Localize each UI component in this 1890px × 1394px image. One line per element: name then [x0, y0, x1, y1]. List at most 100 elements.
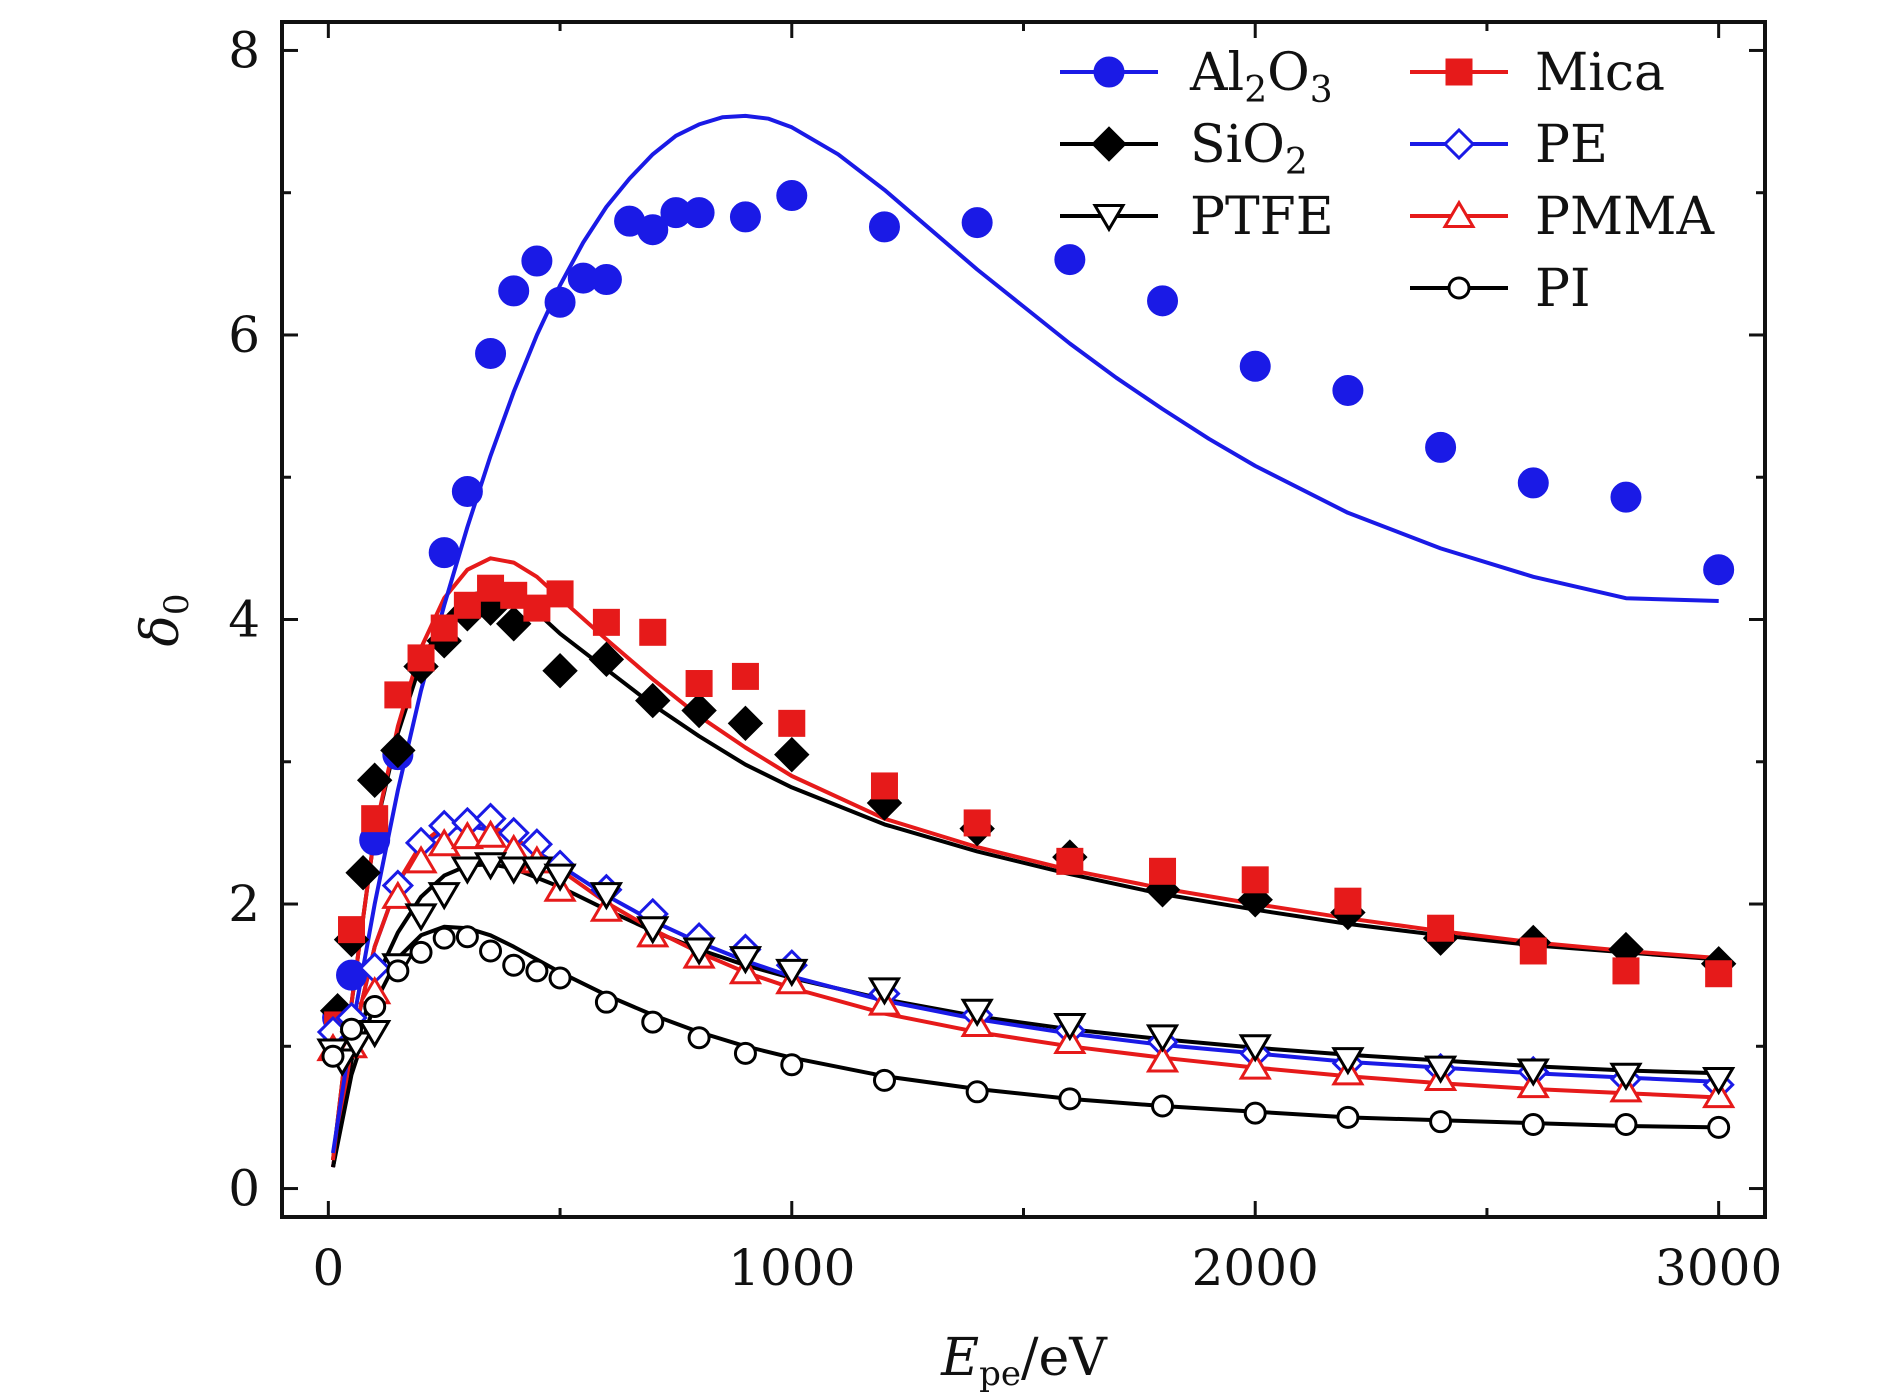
data-point-pi: [1243, 1101, 1267, 1125]
data-point-pi: [1521, 1113, 1545, 1137]
data-point-al2o3: [451, 475, 483, 507]
data-point-ptfe: [1423, 1055, 1458, 1084]
data-point-mica: [1612, 957, 1640, 985]
data-point-sio2: [635, 682, 671, 719]
data-point-mica: [407, 644, 435, 672]
y-tick-label: 0: [228, 1160, 260, 1218]
legend-marker: [1092, 204, 1126, 233]
data-point-ptfe: [682, 937, 716, 966]
legend-label: PE: [1535, 115, 1608, 175]
x-axis-title: Epe/eV: [940, 1328, 1108, 1394]
data-point-pi: [386, 959, 410, 983]
data-point-ptfe: [1331, 1047, 1365, 1076]
y-axis-title: δ0: [131, 594, 197, 647]
data-point-pi: [1058, 1087, 1082, 1111]
data-point-ptfe: [960, 998, 994, 1027]
legend-item-mica: Mica: [1410, 43, 1665, 103]
data-point-al2o3: [729, 201, 761, 233]
data-point-mica: [1427, 914, 1455, 942]
data-point-mica: [870, 772, 898, 800]
data-point-pi: [502, 953, 526, 977]
data-point-al2o3: [1332, 374, 1364, 406]
data-point-pi: [1151, 1094, 1175, 1118]
data-point-pi: [687, 1026, 711, 1050]
data-point-mica: [384, 681, 412, 709]
data-point-pi: [872, 1068, 896, 1092]
data-point-pmma: [1145, 1044, 1180, 1073]
data-point-al2o3: [868, 211, 900, 243]
data-point-pi: [409, 940, 433, 964]
data-point-mica: [338, 916, 366, 944]
legend-marker: [1445, 58, 1473, 86]
legend-label: SiO2: [1190, 115, 1308, 183]
data-point-ptfe: [358, 1020, 392, 1049]
data-point-al2o3: [1703, 554, 1735, 586]
data-point-al2o3: [776, 180, 808, 212]
data-point-ptfe: [404, 903, 438, 932]
legend-marker: [1091, 126, 1127, 162]
data-point-al2o3: [1147, 285, 1179, 317]
legend-marker: [1442, 199, 1476, 228]
data-point-pmma: [473, 819, 508, 848]
legend-label: Mica: [1535, 43, 1665, 103]
data-point-pi: [340, 1017, 364, 1041]
data-point-ptfe: [1238, 1034, 1272, 1063]
data-point-pi: [455, 925, 479, 949]
data-point-ptfe: [1145, 1024, 1180, 1053]
legend-marker: [1447, 276, 1471, 300]
legend-item-sio2: SiO2: [1060, 115, 1308, 183]
data-point-mica: [430, 614, 458, 642]
data-point-mica: [523, 594, 551, 622]
data-point-mica: [477, 574, 505, 602]
data-point-ptfe: [497, 856, 531, 885]
data-point-mica: [1056, 847, 1084, 875]
data-point-ptfe: [543, 863, 577, 892]
data-point-pi: [733, 1041, 757, 1065]
data-point-pi: [594, 990, 618, 1014]
legend-marker: [1093, 56, 1125, 88]
axis-ticks: [282, 22, 1765, 1217]
data-point-pi: [363, 994, 387, 1018]
data-point-pi: [1336, 1105, 1360, 1129]
y-tick-label: 2: [228, 875, 260, 933]
data-point-al2o3: [1425, 431, 1457, 463]
legend-item-pmma: PMMA: [1410, 187, 1715, 247]
data-point-pi: [780, 1053, 804, 1077]
legend-item-ptfe: PTFE: [1060, 187, 1334, 247]
x-tick-label: 0: [312, 1239, 344, 1297]
fit-curve-al2o3: [331, 113, 1719, 1154]
data-point-al2o3: [961, 207, 993, 239]
y-tick-label: 4: [228, 591, 260, 649]
data-point-pmma: [450, 820, 484, 850]
y-tick-label: 8: [228, 21, 260, 79]
data-point-ptfe: [636, 916, 670, 945]
data-point-ptfe: [589, 882, 624, 911]
data-point-sio2: [588, 641, 625, 678]
data-point-al2o3: [637, 214, 669, 246]
data-point-pi: [1429, 1110, 1453, 1134]
data-point-sio2: [345, 855, 381, 891]
data-point-mica: [731, 662, 759, 690]
data-point-pi: [1614, 1113, 1638, 1137]
data-point-mica: [1241, 866, 1269, 894]
data-point-sio2: [681, 692, 717, 729]
data-point-ptfe: [1702, 1067, 1736, 1096]
data-point-al2o3: [475, 337, 507, 369]
legend-label: Al2O3: [1189, 43, 1333, 111]
data-point-sio2: [727, 705, 764, 742]
data-point-ptfe: [427, 882, 461, 911]
data-point-mica: [500, 581, 528, 609]
data-point-mica: [963, 809, 991, 837]
x-tick-label: 3000: [1655, 1239, 1782, 1297]
data-point-al2o3: [1239, 350, 1271, 382]
data-point-mica: [778, 709, 806, 737]
data-point-mica: [685, 670, 713, 698]
data-point-pi: [479, 939, 503, 963]
legend-label: PTFE: [1190, 187, 1334, 247]
data-point-al2o3: [1054, 244, 1086, 276]
data-point-al2o3: [544, 286, 576, 318]
data-point-pi: [965, 1080, 989, 1104]
data-point-ptfe: [775, 958, 809, 988]
